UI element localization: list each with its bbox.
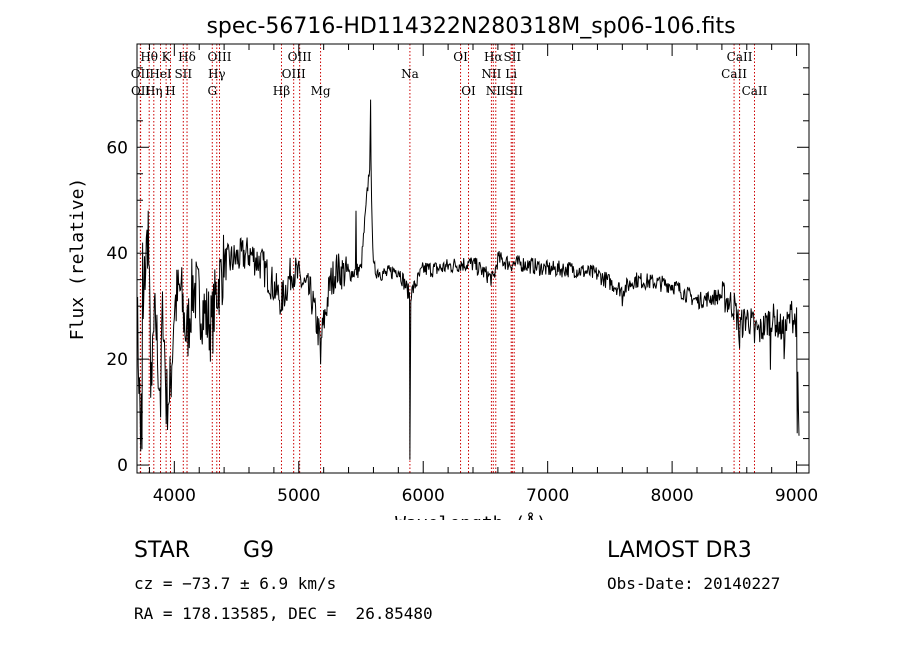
line-label-3: Hη xyxy=(145,84,163,98)
line-label-23: SII xyxy=(503,50,521,64)
observation-date: Obs-Date: 20140227 xyxy=(607,574,781,593)
line-label-10: Hγ xyxy=(208,67,226,81)
line-label-20: Hα xyxy=(484,50,503,64)
survey-name: LAMOST DR3 xyxy=(607,538,752,563)
x-axis-label: Wavelength (Å) xyxy=(395,512,547,520)
spectral-line-labels: OII OII Hθ Hη HeI K H SII Hδ G Hγ OIII Hβ OIII OIII Mg N… xyxy=(131,50,768,98)
y-axis-label: Flux (relative) xyxy=(67,178,88,341)
line-label-18: OI xyxy=(461,84,476,98)
x-axis: 4000 5000 6000 7000 8000 9000 xyxy=(148,44,818,506)
line-label-4: HeI xyxy=(149,67,172,81)
x-tick-label-2: 6000 xyxy=(402,486,445,506)
x-tick-label-3: 7000 xyxy=(526,486,569,506)
y-tick-label-2: 40 xyxy=(106,244,128,264)
line-label-6: H xyxy=(165,84,175,98)
line-label-22: Li xyxy=(505,67,517,81)
line-label-7: SII xyxy=(174,67,192,81)
x-tick-label-0: 4000 xyxy=(153,486,196,506)
spectral-line-markers xyxy=(139,44,755,473)
line-label-15: Mg xyxy=(311,84,331,98)
line-label-24: SII xyxy=(505,84,523,98)
y-tick-label-0: 0 xyxy=(117,456,128,476)
line-label-19: NII xyxy=(481,67,501,81)
line-label-11: OIII xyxy=(207,50,231,64)
y-tick-label-1: 20 xyxy=(106,350,128,370)
x-tick-label-4: 8000 xyxy=(650,486,693,506)
line-label-26: CaII xyxy=(727,50,753,64)
y-axis: 0 20 40 60 xyxy=(106,67,809,476)
line-label-13: OIII xyxy=(282,67,306,81)
x-tick-label-1: 5000 xyxy=(277,486,320,506)
line-label-17: OI xyxy=(453,50,468,64)
line-label-25: CaII xyxy=(721,67,747,81)
line-label-14: OIII xyxy=(288,50,312,64)
coordinates: RA = 178.13585, DEC = 26.85480 xyxy=(134,604,433,623)
line-label-8: Hδ xyxy=(178,50,196,64)
object-class: STAR xyxy=(134,538,191,563)
line-label-9: G xyxy=(207,84,217,98)
line-label-27: CaII xyxy=(742,84,768,98)
line-label-16: Na xyxy=(401,67,419,81)
line-label-0: OII xyxy=(131,67,151,81)
line-label-5: K xyxy=(162,50,172,64)
x-tick-label-5: 9000 xyxy=(775,486,818,506)
redshift-value: cz = −73.7 ± 6.9 km/s xyxy=(134,574,337,593)
line-label-2: Hθ xyxy=(140,50,158,64)
spectrum-series xyxy=(136,99,800,460)
line-label-12: Hβ xyxy=(273,84,290,98)
line-label-21: NII xyxy=(486,84,506,98)
chart-title: spec-56716-HD114322N280318M_sp06-106.fit… xyxy=(206,14,735,39)
y-tick-label-3: 60 xyxy=(106,138,128,158)
object-subclass: G9 xyxy=(243,538,275,563)
line-label-1: OII xyxy=(131,84,151,98)
spectrum-chart: spec-56716-HD114322N280318M_sp06-106.fit… xyxy=(67,14,818,520)
